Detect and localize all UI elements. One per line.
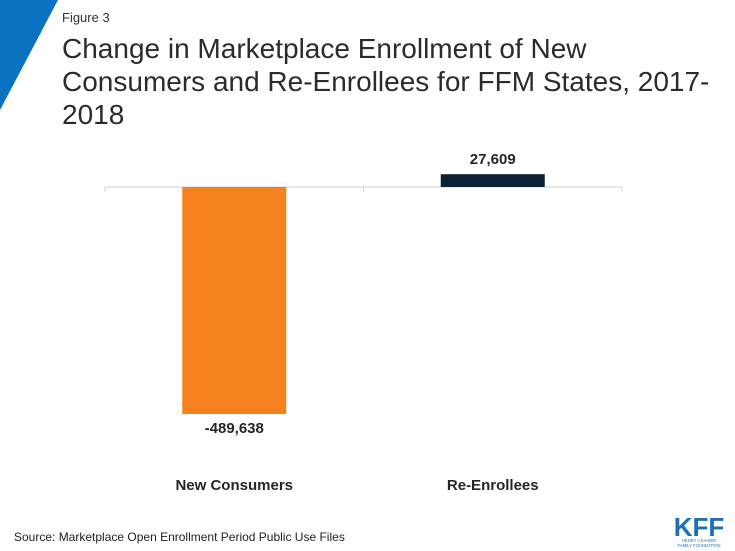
bar-chart: -489,638 New Consumers 27,609 Re-Enrollees (104, 151, 623, 494)
data-label: 27,609 (470, 151, 516, 168)
source-note: Source: Marketplace Open Enrollment Peri… (14, 530, 345, 544)
logo-text: KFF (674, 512, 725, 542)
data-label: -489,638 (205, 420, 264, 437)
figure-label: Figure 3 (62, 10, 110, 25)
bar-re-enrollees (440, 174, 545, 187)
category-label: New Consumers (175, 477, 293, 494)
logo-subtext-line2: FAMILY FOUNDATION (677, 543, 720, 548)
logo-subtext-line1: HENRY J KAISER (682, 538, 716, 543)
chart-title: Change in Marketplace Enrollment of New … (62, 33, 710, 130)
corner-accent-triangle (0, 0, 58, 110)
kff-logo: KFF HENRY J KAISER FAMILY FOUNDATION (674, 512, 725, 548)
bar-new-consumers (182, 187, 287, 414)
corner-accent-shape (0, 0, 58, 110)
category-label: Re-Enrollees (447, 477, 539, 494)
